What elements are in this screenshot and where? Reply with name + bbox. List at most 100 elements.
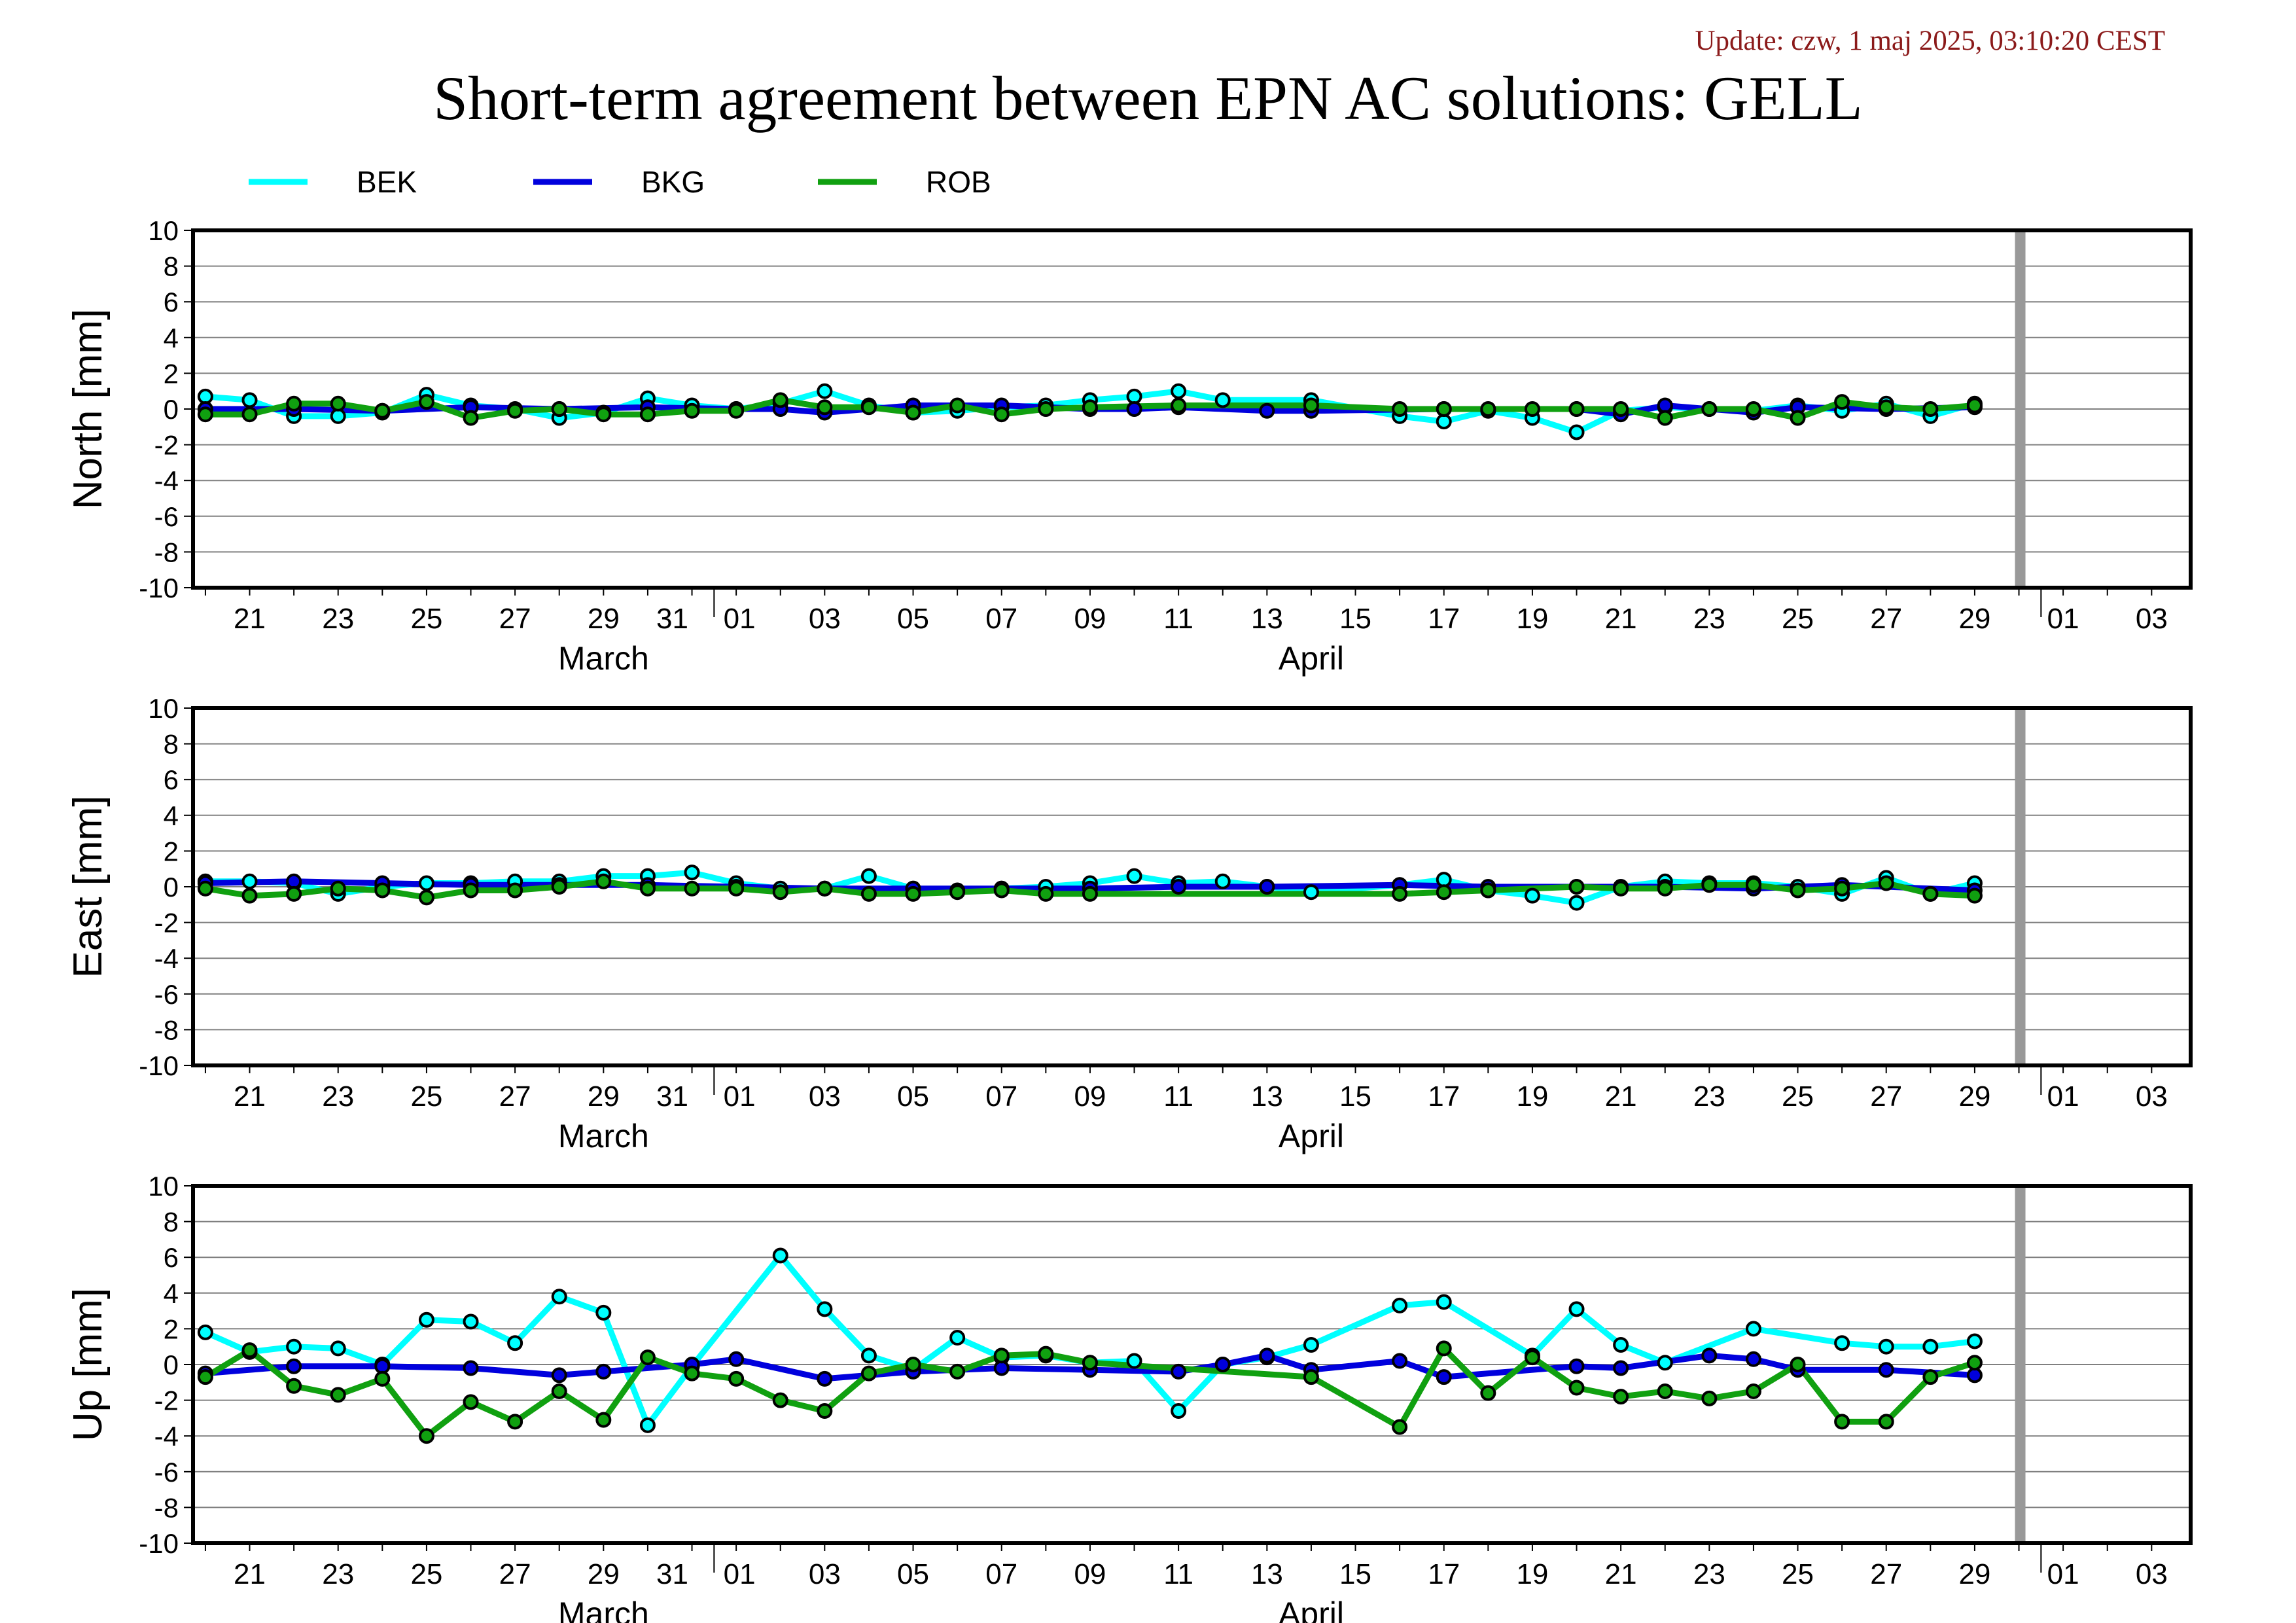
y-tick-label: 6 [164, 1242, 179, 1273]
data-point-rob [507, 402, 523, 419]
data-point-bek [817, 383, 833, 399]
x-tick-label: 27 [499, 603, 531, 635]
data-point-rob [1701, 877, 1718, 893]
data-point-bek [860, 1347, 877, 1364]
x-tick-label: 21 [1605, 1558, 1637, 1590]
x-tick-label: 05 [897, 1080, 929, 1113]
data-point-rob [860, 1365, 877, 1382]
data-point-rob [1480, 1385, 1496, 1401]
data-point-rob [1613, 880, 1629, 897]
y-tick-label: -8 [154, 537, 179, 567]
data-point-bkg [1259, 879, 1275, 895]
data-gap-bar [2015, 1186, 2026, 1543]
data-point-rob [418, 394, 434, 410]
data-point-rob [772, 1392, 788, 1408]
data-point-bek [1613, 1336, 1629, 1353]
data-point-rob [1922, 401, 1939, 417]
update-timestamp: Update: czw, 1 maj 2025, 03:10:20 CEST [1695, 26, 2165, 56]
data-point-rob [1790, 882, 1806, 899]
data-point-rob [1966, 397, 1983, 414]
data-point-bek [639, 1417, 656, 1433]
x-tick-label: 25 [1782, 1558, 1814, 1590]
y-tick-label: -4 [154, 1421, 179, 1452]
y-tick-label: -8 [154, 1014, 179, 1045]
data-point-rob [949, 397, 966, 414]
data-point-rob [1701, 1390, 1718, 1406]
data-point-bek [241, 392, 258, 408]
data-point-bek [330, 1340, 346, 1357]
data-point-bek [418, 875, 434, 891]
data-point-bkg [1613, 1360, 1629, 1376]
data-point-rob [551, 401, 567, 417]
x-tick-label: 01 [2047, 1080, 2079, 1113]
data-point-rob [1745, 401, 1761, 417]
data-point-rob [1657, 880, 1673, 897]
data-point-bkg [374, 1358, 391, 1374]
data-point-rob [993, 882, 1010, 899]
data-point-rob [817, 880, 833, 897]
data-point-bek [817, 1301, 833, 1317]
data-point-bek [1878, 1338, 1894, 1355]
x-tick-label: 01 [2047, 603, 2079, 635]
x-tick-label: 17 [1428, 603, 1460, 635]
y-tick-label: -8 [154, 1492, 179, 1523]
x-tick-label: 09 [1074, 1080, 1106, 1113]
data-point-rob [1480, 882, 1496, 899]
data-point-rob [374, 1370, 391, 1387]
x-tick-label: 29 [588, 1558, 620, 1590]
data-point-bek [1568, 1301, 1585, 1317]
data-point-rob [241, 406, 258, 423]
x-tick-label: 23 [322, 1080, 354, 1113]
y-tick-label: 0 [164, 394, 179, 425]
data-point-bkg [1657, 397, 1673, 414]
x-tick-label: 21 [1605, 1080, 1637, 1113]
x-tick-label: 17 [1428, 1558, 1460, 1590]
data-point-rob [330, 880, 346, 897]
data-point-rob [860, 399, 877, 416]
data-point-bkg [1126, 401, 1142, 417]
data-point-rob [860, 885, 877, 902]
x-tick-label: 25 [410, 1080, 442, 1113]
data-point-bek [1922, 1338, 1939, 1355]
data-point-rob [595, 406, 612, 423]
data-point-rob [684, 402, 700, 419]
data-point-bek [463, 1313, 479, 1330]
data-point-rob [1436, 401, 1452, 417]
data-point-rob [639, 406, 656, 423]
x-tick-label: 03 [2136, 603, 2168, 635]
data-point-rob [772, 884, 788, 901]
data-point-rob [286, 395, 302, 412]
data-point-bek [1126, 1353, 1142, 1369]
data-point-rob [418, 889, 434, 906]
panel-north: 10 8 6 4 2 0 -2 -4 -6 -8 -10 21 23 25 27 29 31 01 03 05 07 09… [65, 215, 2193, 677]
y-tick-label: 6 [164, 764, 179, 795]
data-point-bek [1303, 884, 1319, 901]
data-point-bek [1524, 887, 1540, 904]
x-tick-label: 21 [234, 1558, 266, 1590]
data-point-bek [197, 388, 213, 404]
data-point-rob [1613, 401, 1629, 417]
data-point-rob [1657, 410, 1673, 426]
data-point-bkg [1436, 1369, 1452, 1385]
data-point-bkg [1878, 1362, 1894, 1378]
x-tick-label: 19 [1516, 603, 1548, 635]
data-point-bek [1171, 1402, 1187, 1419]
data-point-bkg [1259, 1347, 1275, 1364]
y-tick-label: -6 [154, 979, 179, 1010]
month-label: March [558, 640, 649, 677]
y-tick-label: -10 [139, 1050, 179, 1081]
x-tick-label: 13 [1251, 1558, 1283, 1590]
y-axis-label: Up [mm] [65, 1288, 111, 1441]
data-point-bkg [1392, 1353, 1408, 1369]
x-tick-label: 03 [809, 1080, 841, 1113]
x-tick-label: 27 [499, 1080, 531, 1113]
data-point-bek [286, 1338, 302, 1355]
data-point-rob [507, 1414, 523, 1430]
data-point-rob [1171, 397, 1187, 414]
data-point-rob [639, 1349, 656, 1366]
x-tick-label: 11 [1163, 603, 1193, 635]
data-point-rob [1834, 880, 1850, 897]
y-tick-label: -4 [154, 465, 179, 496]
chart-title: Short-term agreement between EPN AC solu… [433, 63, 1863, 133]
x-tick-label: 31 [656, 1080, 688, 1113]
